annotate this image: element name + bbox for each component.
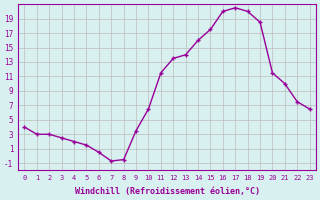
X-axis label: Windchill (Refroidissement éolien,°C): Windchill (Refroidissement éolien,°C) <box>75 187 260 196</box>
